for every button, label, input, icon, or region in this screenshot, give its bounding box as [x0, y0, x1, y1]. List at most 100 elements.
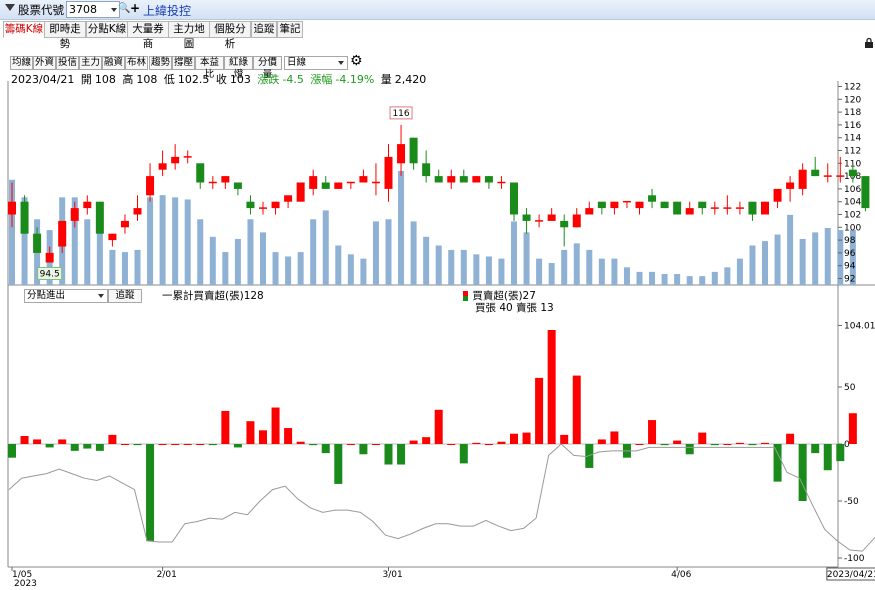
volume-bar	[561, 249, 568, 285]
flow-bar	[259, 430, 267, 444]
candle-body	[459, 176, 468, 183]
flow-tick-label: -100	[844, 554, 865, 564]
volume-bar	[147, 197, 154, 285]
flow-bar	[522, 432, 531, 444]
candle-body	[497, 181, 506, 184]
flow-bar	[233, 444, 242, 448]
lock-icon[interactable]	[864, 37, 874, 52]
flow-bar	[698, 432, 707, 444]
bar-legend: 買賣超(張)27	[472, 290, 536, 302]
flow-bar	[409, 440, 418, 444]
volume-bar	[485, 256, 492, 285]
volume-bar	[184, 199, 191, 285]
flow-tick-label: 104.01	[844, 321, 875, 331]
flow-bar	[447, 444, 456, 445]
period-select[interactable]: 日線	[284, 56, 348, 70]
tab-main-map[interactable]: 主力地圖	[168, 21, 210, 50]
btn-price-volume[interactable]: 分價量	[253, 56, 282, 80]
volume-bar	[598, 258, 605, 285]
btn-ma[interactable]: 均線	[10, 56, 33, 70]
candle-body	[597, 201, 606, 209]
btn-margin[interactable]: 融資	[102, 56, 125, 70]
candle-body	[20, 201, 29, 234]
mode-select[interactable]: 分點進出	[24, 289, 108, 303]
low-label: 低	[163, 73, 175, 86]
flow-bar	[171, 444, 180, 445]
volume-bar	[347, 254, 354, 285]
flow-bar	[610, 431, 619, 444]
candle-body	[560, 220, 569, 228]
current-date-box	[826, 567, 875, 581]
flow-bar	[45, 444, 54, 448]
price-tick-label: 98	[844, 236, 856, 246]
candle-body	[848, 169, 857, 177]
max-price-label: 116	[392, 109, 409, 119]
flow-bar	[58, 439, 67, 444]
volume-bar	[460, 249, 467, 285]
candle-body	[120, 220, 129, 228]
volume-bar	[297, 252, 304, 285]
flow-bar	[146, 444, 155, 541]
search-icon[interactable]: 🔍	[118, 3, 131, 14]
gear-icon[interactable]: ⚙	[350, 53, 363, 69]
btn-foreign[interactable]: 外資	[33, 56, 56, 70]
volume-bar	[498, 258, 505, 285]
tab-notes[interactable]: 筆記	[277, 21, 303, 38]
volume-bar	[398, 170, 405, 285]
flow-bar	[572, 375, 581, 444]
candle-body	[208, 181, 217, 184]
btn-trust[interactable]: 投信	[56, 56, 79, 70]
tab-realtime[interactable]: 即時走勢	[44, 21, 86, 50]
candle-body	[95, 201, 104, 234]
volume-bar	[824, 227, 831, 285]
btn-main[interactable]: 主力	[79, 56, 102, 70]
min-price-box	[37, 267, 63, 280]
candle-body	[384, 156, 393, 189]
price-tick-label: 122	[844, 83, 861, 93]
tab-branch-kline[interactable]: 分點K線	[86, 21, 128, 38]
candle-body	[246, 201, 255, 209]
btn-bollinger[interactable]: 布林	[125, 56, 148, 70]
volume-bar	[849, 230, 856, 285]
price-tick-label: 92	[844, 275, 855, 285]
tab-track[interactable]: 追蹤	[251, 21, 277, 38]
volume-bar	[711, 271, 718, 285]
btn-support[interactable]: 撐壓	[172, 56, 195, 70]
btn-pe[interactable]: 本益比	[195, 56, 224, 80]
volume-bar	[310, 219, 317, 285]
track-button[interactable]: 追蹤	[108, 289, 142, 303]
volume-bar	[623, 267, 630, 285]
volume-bar	[272, 252, 279, 285]
candle-body	[811, 169, 820, 177]
price-tick-label: 116	[844, 121, 861, 131]
volume-bar	[774, 234, 781, 285]
flow-bar	[208, 444, 217, 446]
candle-body	[158, 163, 167, 170]
price-tick-label: 102	[844, 211, 861, 221]
candle-body	[648, 195, 657, 202]
btn-trend[interactable]: 趨勢	[149, 56, 172, 70]
info-date: 2023/04/21	[11, 73, 75, 86]
candle-body	[710, 207, 719, 209]
flow-bar	[811, 444, 820, 454]
flow-bar	[246, 421, 255, 444]
stock-code-input[interactable]: 3708	[66, 1, 120, 18]
flow-bar	[309, 444, 318, 446]
tab-stock-analysis[interactable]: 個股分析	[209, 21, 251, 50]
volume-bar	[222, 252, 229, 285]
candle-body	[45, 252, 54, 263]
open-value: 108	[94, 73, 116, 86]
flow-tick-label: -50	[844, 497, 859, 507]
flow-bar	[510, 433, 518, 444]
candle-body	[798, 169, 807, 189]
add-icon[interactable]: +	[130, 1, 141, 15]
tab-big-brokers[interactable]: 大量券商	[127, 21, 169, 50]
volume-bar	[573, 243, 580, 285]
volume-bar	[812, 232, 819, 285]
chevron-down-icon[interactable]	[111, 8, 117, 12]
btn-traffic[interactable]: 紅綠燈	[224, 56, 253, 80]
high-value: 108	[136, 73, 158, 86]
dropdown-arrow-icon[interactable]	[5, 4, 15, 11]
candle-body	[221, 176, 230, 183]
